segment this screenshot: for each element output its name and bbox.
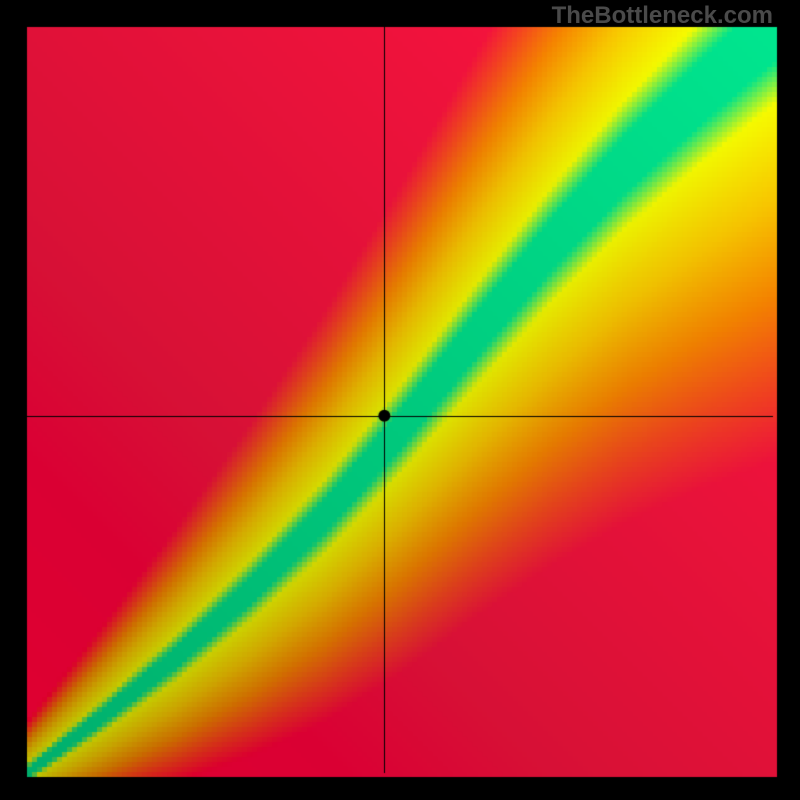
bottleneck-heatmap [0,0,800,800]
watermark-text: TheBottleneck.com [552,2,773,30]
